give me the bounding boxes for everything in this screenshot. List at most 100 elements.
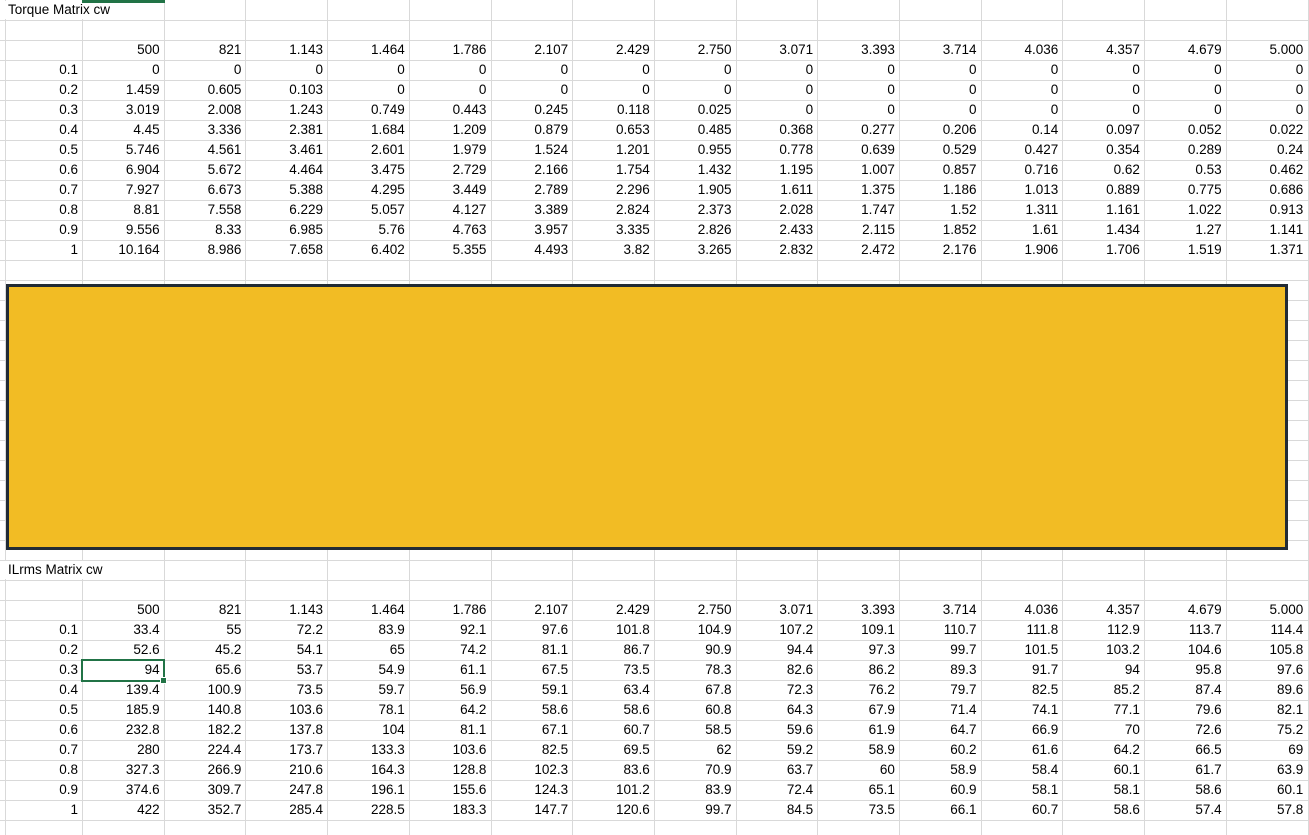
column-header[interactable]: 1.143 — [289, 602, 324, 617]
cell[interactable]: 58.1 — [1031, 782, 1059, 797]
cell[interactable]: 8.986 — [207, 242, 242, 257]
cell[interactable]: 63.9 — [1277, 762, 1304, 777]
cell[interactable]: 0 — [560, 62, 569, 77]
column-header[interactable]: 3.393 — [861, 42, 895, 57]
cell[interactable]: 0 — [1050, 82, 1059, 97]
cell[interactable]: 63.4 — [623, 682, 650, 697]
cell[interactable]: 0.53 — [1195, 162, 1222, 177]
cell[interactable]: 0 — [1050, 102, 1059, 117]
cell[interactable]: 77.1 — [1113, 702, 1140, 717]
cell[interactable]: 0 — [887, 82, 895, 97]
cell[interactable]: 52.6 — [133, 642, 160, 657]
column-header[interactable]: 4.679 — [1187, 42, 1222, 57]
cell[interactable]: 0 — [233, 62, 242, 77]
cell[interactable]: 0 — [1214, 82, 1222, 97]
cell[interactable]: 53.7 — [296, 662, 324, 677]
column-header[interactable]: 2.107 — [534, 602, 569, 617]
cell[interactable]: 58.1 — [1113, 782, 1140, 797]
cell[interactable]: 0.206 — [942, 122, 977, 137]
cell[interactable]: 65.1 — [868, 782, 895, 797]
column-header[interactable]: 2.429 — [616, 42, 650, 57]
cell[interactable]: 10.164 — [118, 242, 160, 257]
cell[interactable]: 0.277 — [861, 122, 895, 137]
cell[interactable]: 83.9 — [705, 782, 732, 797]
cell[interactable]: 85.2 — [1113, 682, 1140, 697]
column-header[interactable]: 3.714 — [942, 602, 977, 617]
cell[interactable]: 91.7 — [1031, 662, 1059, 677]
cell[interactable]: 61.9 — [868, 722, 895, 737]
top-matrix-title[interactable]: Torque Matrix cw — [5, 1, 158, 19]
column-header[interactable]: 1.464 — [370, 602, 405, 617]
row-header[interactable]: 0.1 — [59, 62, 78, 77]
cell[interactable]: 0.245 — [534, 102, 569, 117]
column-header[interactable]: 4.679 — [1187, 602, 1222, 617]
cell[interactable]: 0 — [887, 62, 895, 77]
cell[interactable]: 73.5 — [623, 662, 650, 677]
column-header[interactable]: 4.036 — [1024, 602, 1059, 617]
cell[interactable]: 140.8 — [207, 702, 242, 717]
cell[interactable]: 65.6 — [215, 662, 242, 677]
cell[interactable]: 79.6 — [1195, 702, 1222, 717]
cell[interactable]: 2.824 — [616, 202, 650, 217]
cell[interactable]: 0 — [1132, 82, 1140, 97]
cell[interactable]: 0.605 — [207, 82, 242, 97]
cell[interactable]: 81.1 — [460, 722, 487, 737]
cell[interactable]: 327.3 — [125, 762, 160, 777]
cell[interactable]: 71.4 — [950, 702, 977, 717]
cell[interactable]: 58.6 — [541, 702, 569, 717]
cell[interactable]: 103.6 — [452, 742, 487, 757]
cell[interactable]: 58.6 — [1195, 782, 1222, 797]
cell[interactable]: 1.434 — [1106, 222, 1140, 237]
cell[interactable]: 59.1 — [541, 682, 569, 697]
cell[interactable]: 1.852 — [942, 222, 977, 237]
cell[interactable]: 0 — [1295, 102, 1304, 117]
cell[interactable]: 0.485 — [697, 122, 732, 137]
cell[interactable]: 3.265 — [697, 242, 732, 257]
cell[interactable]: 74.1 — [1031, 702, 1059, 717]
cell[interactable]: 113.7 — [1188, 622, 1222, 637]
cell[interactable]: 0.879 — [534, 122, 569, 137]
row-header[interactable]: 0.6 — [59, 722, 78, 737]
cell[interactable]: 59.6 — [786, 722, 814, 737]
cell[interactable]: 103.6 — [289, 702, 324, 717]
cell[interactable]: 2.296 — [616, 182, 650, 197]
cell[interactable]: 1.161 — [1106, 202, 1140, 217]
row-header[interactable]: 1 — [70, 242, 78, 257]
cell[interactable]: 6.673 — [207, 182, 242, 197]
cell[interactable]: 67.9 — [868, 702, 895, 717]
cell[interactable]: 0.427 — [1024, 142, 1059, 157]
cell[interactable]: 87.4 — [1195, 682, 1222, 697]
column-header[interactable]: 3.071 — [779, 42, 814, 57]
cell[interactable]: 110.7 — [943, 622, 977, 637]
cell[interactable]: 2.028 — [779, 202, 814, 217]
cell[interactable]: 128.8 — [452, 762, 487, 777]
cell[interactable]: 0 — [887, 102, 895, 117]
cell[interactable]: 63.7 — [786, 762, 814, 777]
cell[interactable]: 280 — [137, 742, 160, 757]
cell[interactable]: 83.6 — [623, 762, 650, 777]
cell[interactable]: 64.3 — [786, 702, 814, 717]
cell[interactable]: 83.9 — [378, 622, 405, 637]
cell[interactable]: 58.6 — [623, 702, 650, 717]
cell[interactable]: 155.6 — [452, 782, 487, 797]
cell[interactable]: 0.103 — [289, 82, 324, 97]
cell[interactable]: 114.4 — [1270, 622, 1304, 637]
cell[interactable]: 0.24 — [1277, 142, 1304, 157]
cell[interactable]: 69 — [1288, 742, 1304, 757]
cell[interactable]: 0 — [723, 62, 732, 77]
cell[interactable]: 1.013 — [1024, 182, 1059, 197]
cell[interactable]: 5.672 — [207, 162, 242, 177]
cell[interactable]: 0.022 — [1269, 122, 1304, 137]
cell[interactable]: 3.336 — [207, 122, 242, 137]
cell[interactable]: 0 — [397, 62, 405, 77]
cell[interactable]: 1.195 — [779, 162, 814, 177]
cell[interactable]: 4.45 — [133, 122, 160, 137]
cell[interactable]: 0 — [969, 82, 977, 97]
cell[interactable]: 82.6 — [786, 662, 814, 677]
cell[interactable]: 0.778 — [779, 142, 814, 157]
column-header[interactable]: 821 — [218, 602, 242, 617]
cell[interactable]: 56.9 — [460, 682, 487, 697]
cell[interactable]: 2.373 — [697, 202, 732, 217]
column-header[interactable]: 2.750 — [697, 602, 732, 617]
cell[interactable]: 120.6 — [616, 802, 650, 817]
